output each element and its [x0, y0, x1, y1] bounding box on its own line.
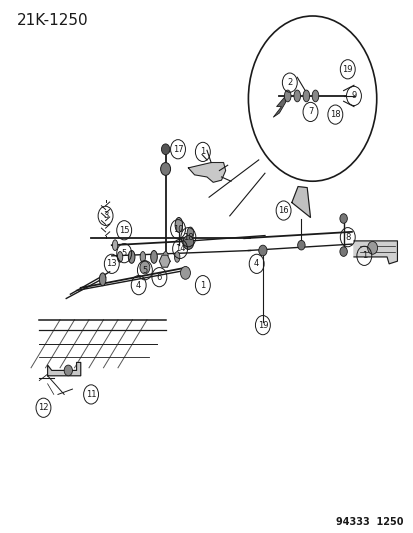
Ellipse shape [128, 251, 135, 263]
Ellipse shape [99, 273, 106, 286]
Ellipse shape [293, 90, 300, 102]
Text: 17: 17 [172, 145, 183, 154]
Polygon shape [159, 255, 170, 267]
Ellipse shape [174, 252, 179, 262]
Polygon shape [47, 362, 81, 376]
Circle shape [183, 236, 193, 249]
Circle shape [64, 365, 72, 376]
Ellipse shape [150, 251, 157, 263]
Text: 15: 15 [119, 226, 129, 235]
Ellipse shape [112, 240, 118, 251]
Text: 10: 10 [172, 225, 183, 233]
Ellipse shape [311, 90, 318, 102]
Circle shape [161, 144, 169, 155]
Circle shape [180, 266, 190, 279]
Text: 18: 18 [183, 233, 193, 241]
Text: 1: 1 [200, 281, 205, 289]
Text: 4: 4 [136, 281, 141, 289]
Circle shape [140, 261, 150, 274]
Ellipse shape [175, 217, 182, 232]
Text: 16: 16 [278, 206, 288, 215]
Ellipse shape [140, 252, 145, 262]
Ellipse shape [117, 252, 122, 262]
Text: 19: 19 [257, 321, 268, 329]
Polygon shape [273, 96, 285, 117]
Ellipse shape [284, 90, 290, 102]
Text: 8: 8 [344, 233, 349, 241]
Ellipse shape [163, 252, 168, 262]
Text: 11: 11 [85, 390, 96, 399]
Text: 6: 6 [157, 273, 161, 281]
Text: 5: 5 [142, 266, 147, 274]
Polygon shape [291, 187, 310, 217]
Text: 13: 13 [106, 260, 117, 268]
Circle shape [160, 163, 170, 175]
Polygon shape [188, 163, 225, 182]
Ellipse shape [302, 90, 309, 102]
Text: 2: 2 [287, 78, 292, 87]
Text: 3: 3 [103, 212, 108, 220]
Circle shape [258, 245, 266, 256]
Circle shape [339, 214, 347, 223]
Text: 18: 18 [329, 110, 340, 119]
Ellipse shape [151, 252, 156, 262]
Text: 9: 9 [351, 92, 356, 100]
Text: 7: 7 [307, 108, 312, 116]
Ellipse shape [129, 252, 134, 262]
Text: 14: 14 [174, 245, 185, 253]
Polygon shape [353, 241, 396, 264]
Text: 1: 1 [200, 148, 205, 156]
Text: 12: 12 [38, 403, 49, 412]
Text: 94333  1250: 94333 1250 [335, 516, 403, 527]
Text: 4: 4 [254, 260, 259, 268]
Text: 19: 19 [342, 65, 352, 74]
Circle shape [367, 241, 377, 254]
Circle shape [297, 240, 304, 250]
Ellipse shape [187, 227, 193, 239]
Text: 5: 5 [121, 249, 126, 257]
Circle shape [339, 247, 347, 256]
Text: 1: 1 [361, 252, 366, 260]
Text: 21K-1250: 21K-1250 [17, 13, 88, 28]
